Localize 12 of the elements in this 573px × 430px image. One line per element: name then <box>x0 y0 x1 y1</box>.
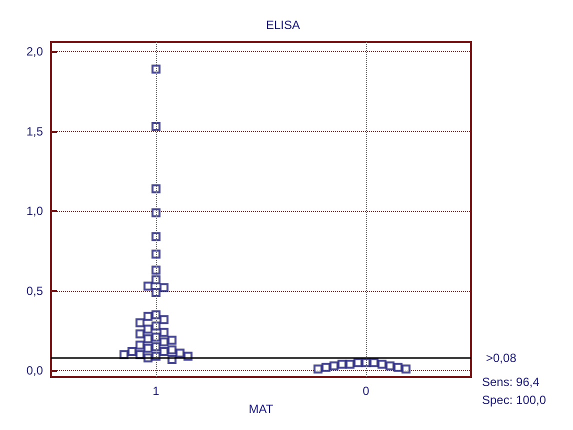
y-tick-label: 0,5 <box>26 284 44 298</box>
x-axis-title: MAT <box>248 402 274 416</box>
x-tick-label: 0 <box>362 384 370 398</box>
text: Sens: 96,4 <box>482 375 540 389</box>
x-tick-label: 1 <box>152 384 160 398</box>
y-tick-label: 0,0 <box>26 364 44 378</box>
y-tick-label: 2,0 <box>26 44 44 59</box>
y-tick-label: 1,5 <box>26 124 44 138</box>
y-tick-label: 1,0 <box>26 204 44 218</box>
chart-title: ELISA <box>266 18 300 32</box>
ref-line-label: >0,08 <box>486 350 517 365</box>
text: Spec: 100,0 <box>482 393 546 407</box>
